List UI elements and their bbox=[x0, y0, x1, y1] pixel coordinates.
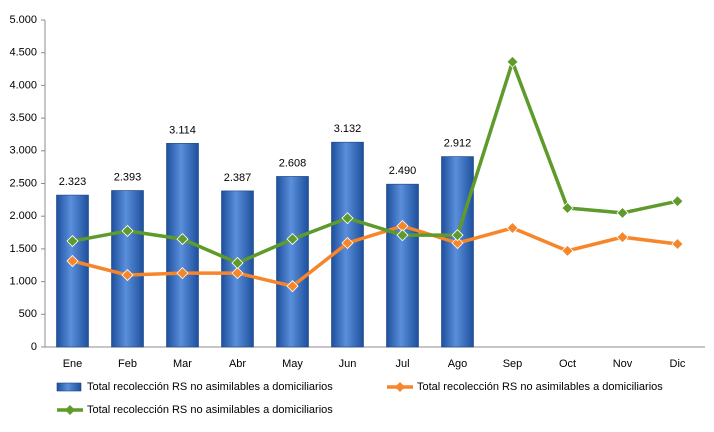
bar bbox=[441, 156, 474, 348]
bar bbox=[56, 194, 89, 348]
y-tick-label: 0 bbox=[31, 341, 37, 353]
bar bbox=[386, 183, 419, 348]
y-tick-label: 1.000 bbox=[9, 276, 37, 288]
marker bbox=[176, 267, 189, 280]
y-tick-label: 3.500 bbox=[9, 112, 37, 124]
x-tick-label: Jul bbox=[395, 358, 409, 370]
marker bbox=[66, 254, 79, 268]
marker bbox=[121, 224, 134, 237]
x-tick-label: Dic bbox=[670, 358, 686, 370]
y-tick-label: 1.500 bbox=[9, 243, 37, 255]
x-tick-label: Sep bbox=[503, 358, 523, 370]
x-tick-label: Ene bbox=[63, 358, 83, 370]
line bbox=[72, 224, 678, 288]
marker bbox=[286, 233, 299, 246]
data-label: 2.323 bbox=[59, 176, 87, 188]
y-tick-label: 4.000 bbox=[9, 79, 37, 91]
marker bbox=[66, 234, 79, 248]
data-label: 2.387 bbox=[224, 172, 252, 184]
legend-label: Total recolección RS no asimilables a do… bbox=[417, 381, 663, 393]
marker bbox=[176, 233, 189, 246]
marker bbox=[451, 229, 464, 242]
marker bbox=[506, 221, 519, 235]
marker bbox=[616, 231, 629, 244]
data-label: 3.114 bbox=[169, 124, 196, 136]
data-label: 2.490 bbox=[389, 165, 417, 177]
data-label: 2.912 bbox=[444, 137, 472, 149]
marker bbox=[451, 236, 464, 250]
y-tick-label: 2.000 bbox=[9, 210, 37, 222]
marker bbox=[561, 244, 574, 257]
marker bbox=[231, 256, 244, 270]
x-tick-label: Ago bbox=[448, 358, 468, 370]
x-tick-label: Feb bbox=[118, 358, 137, 370]
x-tick-label: Abr bbox=[229, 358, 246, 370]
marker bbox=[561, 201, 574, 215]
x-tick-label: Jun bbox=[339, 358, 357, 370]
marker bbox=[121, 268, 134, 282]
legend-label: Total recolección RS no asimilables a do… bbox=[87, 381, 333, 393]
line bbox=[72, 60, 678, 265]
marker bbox=[671, 195, 684, 208]
marker bbox=[286, 280, 299, 293]
marker bbox=[396, 229, 409, 242]
marker bbox=[231, 267, 244, 280]
marker bbox=[671, 237, 684, 251]
marker bbox=[506, 55, 519, 68]
bar bbox=[276, 176, 309, 348]
data-label: 2.393 bbox=[114, 171, 142, 183]
marker bbox=[341, 236, 354, 250]
y-tick-label: 4.500 bbox=[9, 47, 37, 59]
y-tick-label: 3.000 bbox=[9, 145, 37, 157]
x-tick-label: Oct bbox=[559, 358, 576, 370]
legend-marker bbox=[395, 382, 405, 392]
x-tick-label: Nov bbox=[613, 358, 633, 370]
marker bbox=[616, 206, 629, 219]
legend-marker bbox=[65, 405, 75, 415]
legend-label: Total recolección RS no asimilables a do… bbox=[87, 404, 333, 416]
y-tick-label: 2.500 bbox=[9, 177, 37, 189]
y-tick-label: 500 bbox=[19, 308, 37, 320]
data-label: 2.608 bbox=[279, 157, 307, 169]
bar bbox=[111, 190, 144, 348]
y-tick-label: 5.000 bbox=[9, 14, 37, 26]
data-label: 3.132 bbox=[334, 123, 362, 135]
legend-swatch bbox=[56, 382, 82, 392]
x-tick-label: Mar bbox=[173, 358, 192, 370]
marker bbox=[341, 212, 354, 225]
x-tick-label: May bbox=[282, 358, 303, 370]
